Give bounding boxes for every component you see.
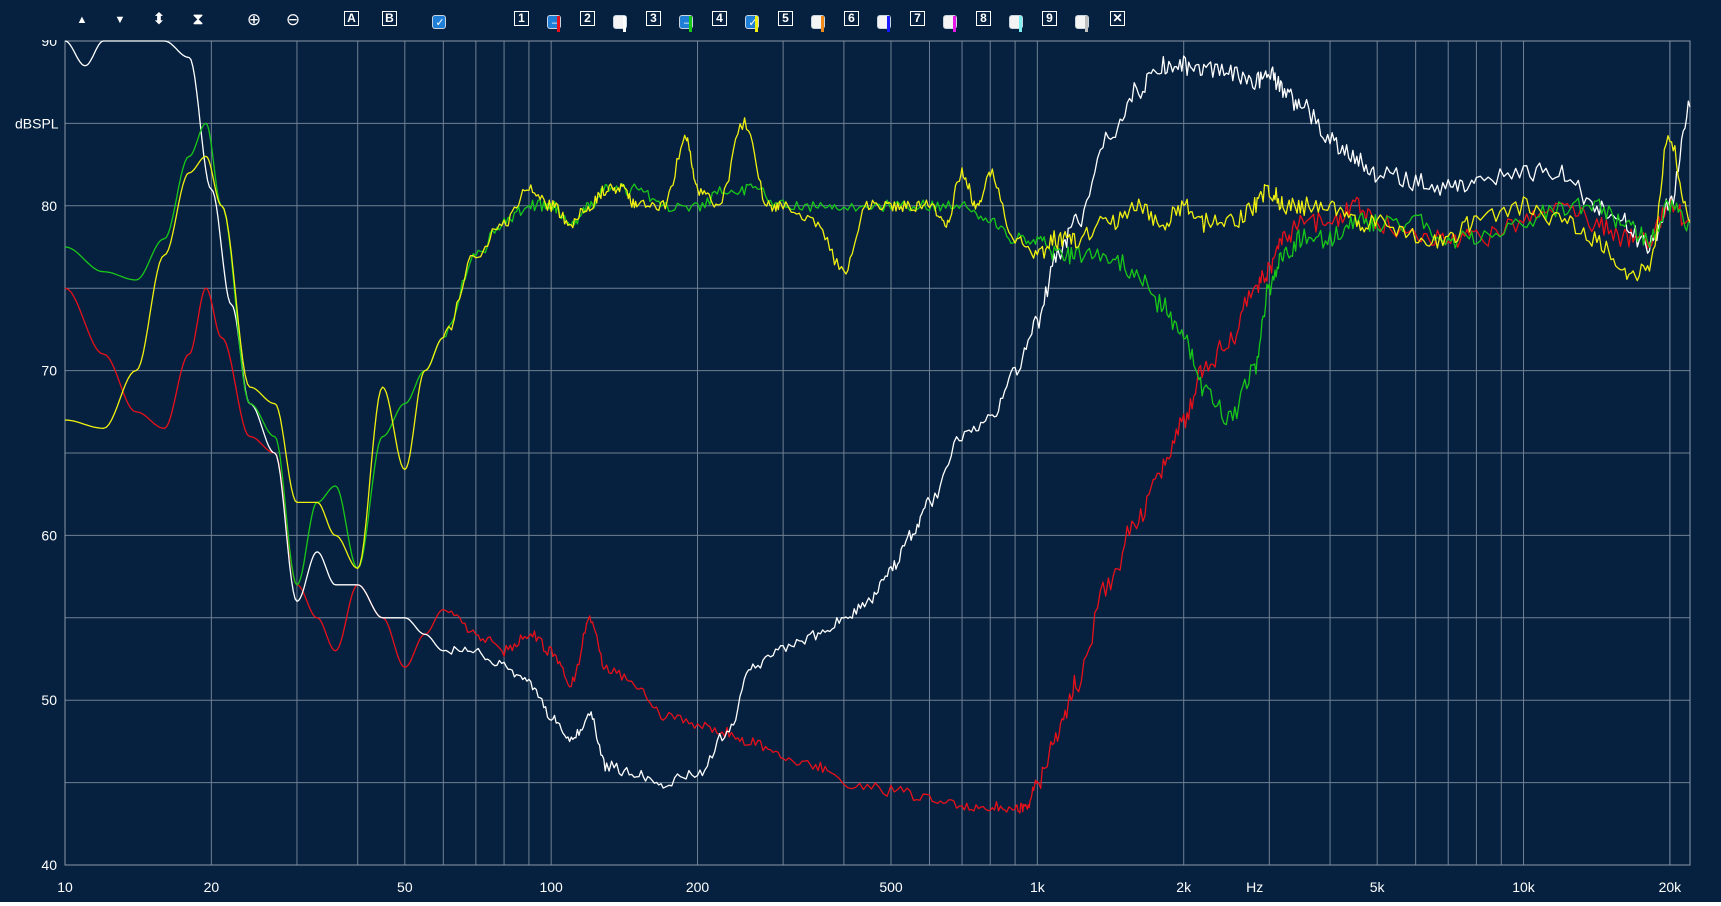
trace-1-number[interactable]: 1 (513, 10, 533, 30)
trace-8-toggle[interactable] (1005, 10, 1025, 32)
trace-empty-icon (1009, 15, 1023, 32)
cursor-a-label: A (344, 11, 359, 26)
close-button[interactable]: ✕ (1109, 10, 1129, 30)
close-icon: ✕ (1110, 11, 1125, 26)
series-line-4 (64, 117, 1691, 570)
trace-2-label: 2 (580, 11, 595, 26)
x-tick-label: 10k (1512, 879, 1536, 895)
series-group (64, 40, 1691, 814)
triangle-up-icon: ▲ (76, 14, 88, 26)
trace-1-toggle[interactable]: – (543, 10, 563, 32)
x-tick-label: 5k (1370, 879, 1386, 895)
trace-5-color-swatch (821, 16, 824, 32)
shift-down-button[interactable]: ▼ (110, 10, 130, 30)
x-tick-label: 2k (1176, 879, 1192, 895)
trace-4-toggle[interactable]: ✓ (741, 10, 761, 32)
trace-minus-icon: – (679, 15, 693, 32)
cursor-b-button[interactable]: B (381, 10, 401, 30)
trace-9-number[interactable]: 9 (1041, 10, 1061, 30)
trace-8-label: 8 (976, 11, 991, 26)
trace-7-label: 7 (910, 11, 925, 26)
trace-3-toggle[interactable]: – (675, 10, 695, 32)
y-axis-label: dBSPL (15, 115, 59, 131)
x-tick-label: 10 (57, 879, 73, 895)
x-tick-label: 200 (686, 879, 710, 895)
x-tick-label: 1k (1030, 879, 1046, 895)
x-tick-label: 20 (204, 879, 220, 895)
axis-labels: 40 50 60 70 80 90 dBSPL 10 20 50 100 200 500 1k 2k 5k 10… (15, 40, 1682, 895)
trace-3-number[interactable]: 3 (645, 10, 665, 30)
trace-2-number[interactable]: 2 (579, 10, 599, 30)
series-line-3 (64, 122, 1691, 586)
trace-4-label: 4 (712, 11, 727, 26)
trace-9-color-swatch (1085, 16, 1088, 32)
grid (64, 40, 1691, 866)
y-tick-label: 70 (41, 363, 57, 379)
y-tick-label: 80 (41, 198, 57, 214)
trace-9-toggle[interactable] (1071, 10, 1091, 32)
shift-up-button[interactable]: ▲ (72, 10, 92, 30)
cursor-a-button[interactable]: A (343, 10, 363, 30)
trace-7-toggle[interactable] (939, 10, 959, 32)
toolbar: ▲ ▼ ⬍ ⧗ ⊕ ⊖ A B ✓ 1 – 2 3 – 4 ✓ 5 6 7 8 9 ✕ (0, 0, 1721, 40)
expand-vertical-icon: ⬍ (152, 11, 166, 28)
y-tick-label: 50 (41, 692, 57, 708)
trace-6-label: 6 (844, 11, 859, 26)
overlay-toggle[interactable]: ✓ (428, 10, 448, 30)
trace-empty-icon (811, 15, 825, 32)
trace-empty-icon (613, 15, 627, 32)
y-tick-label: 40 (41, 857, 57, 873)
overlay-check-icon: ✓ (432, 15, 446, 29)
trace-7-color-swatch (953, 16, 956, 32)
x-tick-label: 20k (1659, 879, 1683, 895)
compress-vertical-icon: ⧗ (192, 11, 204, 28)
x-tick-label: 50 (397, 879, 413, 895)
trace-6-toggle[interactable] (873, 10, 893, 32)
compress-button[interactable]: ⧗ (188, 10, 208, 30)
y-tick-label: 90 (41, 40, 57, 49)
trace-8-color-swatch (1019, 16, 1022, 32)
trace-check-icon: ✓ (745, 15, 759, 32)
series-line-2 (64, 40, 1691, 789)
cursor-b-label: B (382, 11, 397, 26)
zoom-out-button[interactable]: ⊖ (283, 10, 303, 30)
trace-5-label: 5 (778, 11, 793, 26)
trace-3-color-swatch (689, 16, 692, 32)
trace-6-number[interactable]: 6 (843, 10, 863, 30)
trace-5-number[interactable]: 5 (777, 10, 797, 30)
series-line-1 (64, 196, 1691, 814)
trace-empty-icon (1075, 15, 1089, 32)
trace-5-toggle[interactable] (807, 10, 827, 32)
frequency-response-chart: 40 50 60 70 80 90 dBSPL 10 20 50 100 200 500 1k 2k 5k 10… (15, 40, 1691, 895)
zoom-out-icon: ⊖ (285, 10, 301, 29)
x-tick-label: 500 (879, 879, 903, 895)
x-axis-label: Hz (1246, 879, 1263, 895)
trace-4-color-swatch (755, 16, 758, 32)
trace-1-color-swatch (557, 16, 560, 32)
trace-minus-icon: – (547, 15, 561, 32)
trace-6-color-swatch (887, 16, 890, 32)
trace-8-number[interactable]: 8 (975, 10, 995, 30)
plot-frame (64, 40, 1691, 866)
trace-1-label: 1 (514, 11, 529, 26)
zoom-in-button[interactable]: ⊕ (244, 10, 264, 30)
trace-2-color-swatch (623, 16, 626, 32)
trace-9-label: 9 (1042, 11, 1057, 26)
trace-2-toggle[interactable] (609, 10, 629, 32)
expand-button[interactable]: ⬍ (149, 10, 169, 30)
zoom-in-icon: ⊕ (246, 10, 262, 29)
y-tick-label: 60 (41, 527, 57, 543)
trace-4-number[interactable]: 4 (711, 10, 731, 30)
triangle-down-icon: ▼ (114, 14, 126, 26)
x-tick-label: 100 (539, 879, 563, 895)
trace-3-label: 3 (646, 11, 661, 26)
trace-empty-icon (877, 15, 891, 32)
trace-empty-icon (943, 15, 957, 32)
trace-7-number[interactable]: 7 (909, 10, 929, 30)
